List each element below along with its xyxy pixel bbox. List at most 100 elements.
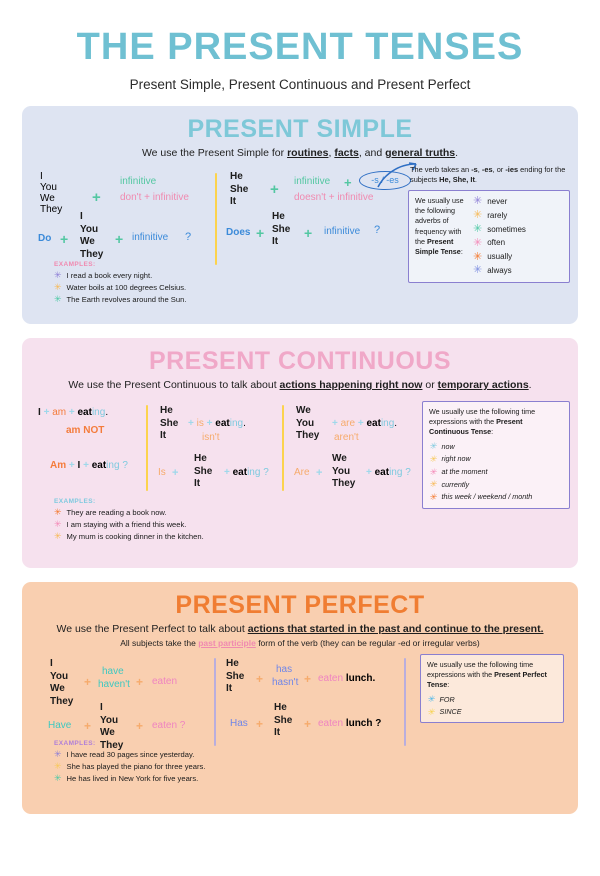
plus-sign: + [304, 224, 313, 241]
pp-col2-q-subjects: He She It [274, 701, 293, 739]
ps-adverbs-list: ✳ never ✳ rarely ✳ sometimes ✳ often ✳ usuall… [473, 196, 526, 277]
ps-desc-mid2: , and [358, 146, 386, 159]
example-row: ✳ I have read 30 pages since yesterday. [54, 749, 205, 759]
sparkle-icon: ✳ [54, 530, 62, 541]
plus-sign: + [332, 417, 341, 429]
pc-col2-q-subjects: He She It [194, 452, 213, 490]
pc-examples-title: EXAMPLES: [54, 497, 96, 505]
pc-col2-question: + eating ? [224, 467, 269, 478]
example-text: She has played the piano for three years… [66, 761, 206, 771]
divider-vertical [404, 657, 406, 746]
list-item: ✳ SINCE [427, 707, 557, 717]
sparkle-icon: ✳ [429, 479, 437, 490]
section-present-continuous: PRESENT CONTINUOUS We use the Present Co… [22, 337, 578, 568]
pp-col2-object: lunch. [345, 672, 376, 684]
pc-desc-mid: or [422, 378, 438, 391]
sparkle-icon: ✳ [473, 236, 483, 249]
plus-sign: + [68, 406, 78, 418]
callout-pre: The verb takes an [410, 164, 472, 174]
pc-note-bold: Present Continuous Tense [429, 417, 523, 437]
ps-question-left-mark: ? [185, 230, 192, 243]
pp-desc2-link[interactable]: past participle [198, 637, 256, 648]
example-text: They are reading a book now. [66, 507, 167, 517]
pp-col2-q-has: Has [230, 717, 248, 729]
ps-examples-title: EXAMPLES: [54, 260, 96, 268]
ps-affirm-right-negative: doesn't + infinitive [294, 191, 374, 203]
example-row: ✳ I am staying with a friend this week. [54, 518, 204, 529]
pp-col1-subjects: I You We They [50, 657, 74, 708]
sparkle-icon: ✳ [429, 492, 437, 503]
plus-sign: + [316, 466, 323, 479]
pc-col1-verb: eat [77, 406, 92, 418]
sparkle-icon: ✳ [473, 250, 483, 263]
callout-b4: He, She, It [439, 175, 475, 185]
pp-col1-q-participle: eaten ? [152, 719, 186, 731]
pc-col1-affirmative: I + am + eating. [38, 406, 109, 418]
plus-sign: + [172, 466, 179, 479]
time-expression-label: this week / weekend / month [441, 492, 533, 502]
list-item: ✳ often [473, 237, 526, 248]
sparkle-icon: ✳ [429, 441, 437, 452]
adverb-label: never [487, 196, 508, 206]
example-text: I read a book every night. [66, 270, 153, 280]
sparkle-icon: ✳ [473, 222, 483, 235]
time-expression-label: FOR [439, 694, 455, 704]
pc-col3-ing: ing [380, 417, 395, 429]
ps-note-bold: Present Simple Tense [415, 236, 461, 256]
pp-note-bold: Present Perfect Tense [427, 670, 547, 690]
callout-b1: -s [471, 164, 478, 174]
ps-question-right-aux: Does [226, 226, 251, 238]
plus-sign: + [224, 466, 233, 478]
pc-col3-q-verb: eat [374, 466, 390, 478]
callout-mid: ending for the subjects [410, 164, 566, 185]
sparkle-icon: ✳ [54, 760, 62, 771]
list-item: ✳ usually [473, 251, 526, 262]
plus-sign: + [270, 180, 279, 198]
pp-time-list: ✳ FOR ✳ SINCE [427, 695, 557, 718]
ps-adverbs-note-box: We usually use the following adverbs of … [408, 189, 570, 283]
sparkle-icon: ✳ [54, 269, 62, 280]
pc-note-end: : [491, 427, 494, 437]
sparkle-icon: ✳ [427, 694, 435, 705]
present-continuous-formulas: I + am + eating. am NOT Am + I + eating … [22, 400, 578, 515]
pc-desc-u1: actions happening right now [279, 378, 423, 391]
ps-affirm-left-infinitive: infinitive [120, 175, 157, 187]
pp-time-expressions-box: We usually use the following time expres… [420, 653, 564, 724]
pp-note-end: : [447, 680, 450, 690]
pp-desc2-end: form of the verb (they can be regular -e… [255, 637, 480, 648]
pc-note-pre: We usually use the following time expres… [429, 406, 536, 427]
plus-sign: + [256, 224, 265, 241]
arrow-icon [377, 162, 417, 188]
sparkle-icon: ✳ [473, 208, 483, 221]
example-text: He has lived in New York for five years. [66, 773, 199, 783]
pc-col1-ing: ing [91, 406, 106, 418]
example-text: The Earth revolves around the Sun. [66, 294, 187, 304]
list-item: ✳ always [473, 265, 526, 276]
ps-affirm-right-infinitive: infinitive [294, 175, 331, 187]
pp-col2-has: has [276, 663, 293, 675]
example-text: I am staying with a friend this week. [66, 519, 187, 529]
pp-col2-participle: eaten [318, 672, 344, 684]
list-item: ✳ now [429, 442, 563, 452]
plus-sign: + [206, 417, 216, 429]
pp-col1-participle: eaten [152, 675, 178, 687]
ps-affirm-left-subjects: I You We They [40, 170, 63, 215]
ps-question-left-aux: Do [38, 232, 52, 244]
plus-sign: + [68, 459, 78, 471]
plus-sign: + [256, 716, 264, 731]
example-row: ✳ She has played the piano for three year… [54, 760, 206, 771]
time-expression-label: now [441, 441, 455, 451]
plus-sign: + [60, 230, 69, 247]
adverb-label: often [487, 238, 506, 248]
ps-question-right-mark: ? [374, 223, 381, 236]
sparkle-icon: ✳ [54, 518, 62, 529]
ps-question-left-subjects: I You We They [80, 210, 104, 261]
example-text: I have read 30 pages since yesterday. [66, 749, 195, 759]
pp-col1-q-have: Have [48, 719, 72, 731]
pc-col1-aux: am [52, 406, 67, 418]
ps-note-pre: We usually use the following adverbs of … [415, 195, 464, 246]
list-item: ✳ FOR [427, 695, 557, 705]
callout-b2: -es [481, 164, 493, 174]
pc-desc-end: . [528, 378, 532, 391]
pc-col2-q-verb: eat [232, 466, 248, 478]
